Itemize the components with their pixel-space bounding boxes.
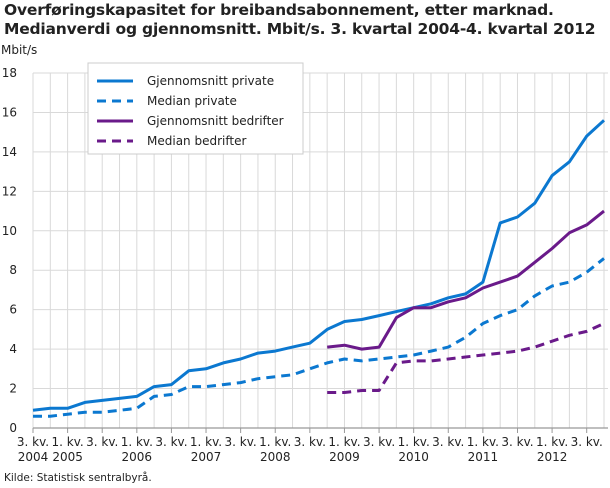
x-tick-year: 2008 — [260, 450, 291, 464]
y-tick-label: 0 — [9, 421, 17, 435]
series-line-median-bedrifter — [327, 322, 605, 394]
x-tick-year: 2012 — [537, 450, 568, 464]
chart-title: Overføringskapasitet for breibandsabonne… — [4, 1, 596, 38]
y-tick-label: 10 — [2, 224, 17, 238]
x-tick-label: 3. kv. — [363, 435, 395, 449]
x-tick-year: 2005 — [52, 450, 83, 464]
x-tick-label: 1. kv. — [259, 435, 291, 449]
x-tick-year: 2010 — [398, 450, 429, 464]
x-tick-label: 1. kv. — [121, 435, 153, 449]
y-tick-label: 2 — [9, 382, 17, 396]
x-tick-label: 3. kv. — [294, 435, 326, 449]
y-tick-label: 16 — [2, 105, 17, 119]
x-tick-year: 2004 — [18, 450, 49, 464]
x-tick-label: 3. kv. — [501, 435, 533, 449]
series-line-median-private — [33, 257, 605, 418]
x-tick-label: 1. kv. — [467, 435, 499, 449]
x-tick-year: 2006 — [122, 450, 153, 464]
x-tick-label: 3. kv. — [17, 435, 49, 449]
x-tick-label: 1. kv. — [190, 435, 222, 449]
x-tick-label: 3. kv. — [571, 435, 603, 449]
x-tick-year: 2009 — [329, 450, 360, 464]
y-tick-label: 18 — [2, 66, 17, 80]
x-tick-label: 3. kv. — [432, 435, 464, 449]
legend-box — [87, 62, 304, 155]
x-tick-label: 3. kv. — [225, 435, 257, 449]
series-line-gjennomsnitt-private — [32, 119, 606, 412]
x-tick-label: 3. kv. — [155, 435, 187, 449]
x-tick-label: 1. kv. — [398, 435, 430, 449]
legend-label: Median bedrifter — [147, 134, 246, 148]
source-note: Kilde: Statistisk sentralbyrå. — [4, 472, 152, 484]
y-tick-label: 14 — [2, 145, 17, 159]
x-tick-label: 3. kv. — [86, 435, 118, 449]
legend-label: Median private — [147, 94, 237, 108]
x-tick-label: 1. kv. — [52, 435, 84, 449]
y-tick-label: 12 — [2, 184, 17, 198]
y-tick-label: 6 — [9, 303, 17, 317]
legend-label: Gjennomsnitt private — [147, 74, 274, 88]
x-tick-label: 1. kv. — [536, 435, 568, 449]
x-tick-year: 2007 — [191, 450, 222, 464]
legend-label: Gjennomsnitt bedrifter — [147, 114, 284, 128]
y-axis-label: Mbit/s — [1, 43, 38, 57]
x-tick-label: 1. kv. — [328, 435, 360, 449]
y-tick-label: 4 — [9, 342, 17, 356]
x-tick-year: 2011 — [468, 450, 499, 464]
y-tick-label: 8 — [9, 263, 17, 277]
series-line-gjennomsnitt-bedrifter — [327, 209, 605, 351]
